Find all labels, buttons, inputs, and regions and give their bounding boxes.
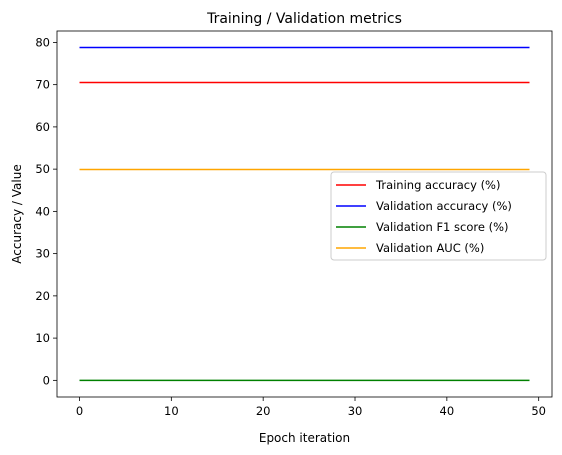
x-tick-label: 20 [256, 404, 271, 418]
y-tick-label: 60 [35, 120, 50, 134]
y-tick-label: 80 [35, 35, 50, 49]
legend-label: Validation F1 score (%) [376, 220, 509, 234]
legend: Training accuracy (%) Validation accuracy… [330, 171, 547, 261]
y-axis-label: Accuracy / Value [10, 164, 24, 263]
plot-frame [56, 30, 553, 398]
x-axis-label: Epoch iteration [259, 431, 350, 445]
legend-box [330, 171, 547, 261]
y-tick-label: 70 [35, 78, 50, 92]
plot-lines [79, 46, 530, 382]
y-axis-ticks: 0 10 20 30 40 50 60 70 80 [35, 35, 57, 387]
x-tick-label: 40 [440, 404, 455, 418]
x-tick-label: 0 [76, 404, 83, 418]
y-tick-label: 10 [35, 331, 50, 345]
y-tick-label: 30 [35, 247, 50, 261]
legend-label: Validation AUC (%) [376, 241, 484, 255]
x-tick-label: 30 [348, 404, 363, 418]
y-tick-label: 50 [35, 162, 50, 176]
x-axis-ticks: 0 10 20 30 40 50 [76, 397, 546, 418]
y-tick-label: 0 [43, 373, 50, 387]
legend-label: Validation accuracy (%) [376, 199, 512, 213]
chart-title: Training / Validation metrics [206, 11, 402, 27]
y-tick-label: 20 [35, 289, 50, 303]
legend-label: Training accuracy (%) [375, 178, 500, 192]
x-tick-label: 10 [164, 404, 179, 418]
y-tick-label: 40 [35, 204, 50, 218]
x-tick-label: 50 [531, 404, 546, 418]
